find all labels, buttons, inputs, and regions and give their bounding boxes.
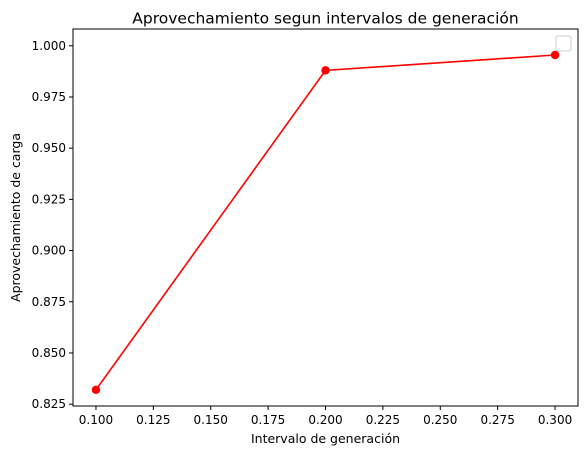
x-tick-label: 0.300 [538,413,572,427]
x-tick-label: 0.125 [136,413,170,427]
x-tick-label: 0.175 [251,413,285,427]
y-tick-label: 0.900 [32,244,66,258]
data-point [91,385,101,395]
y-tick-label: 1.000 [32,39,66,53]
y-tick-label: 0.875 [32,295,66,309]
y-tick-label: 0.850 [32,346,66,360]
x-tick-label: 0.100 [79,413,113,427]
x-tick-label: 0.200 [308,413,342,427]
x-axis: 0.100 0.125 0.150 0.175 0.200 0.225 0.250 0.275… [79,406,572,427]
x-tick-label: 0.250 [423,413,457,427]
y-axis: 0.825 0.850 0.875 0.900 0.925 0.950 0.975 1.000 [32,39,73,411]
chart-title: Aprovechamiento segun intervalos de gene… [132,10,518,28]
series-layer [91,50,560,395]
y-axis-label: Aprovechamiento de carga [8,133,23,302]
y-tick-label: 0.925 [32,192,66,206]
x-tick-label: 0.225 [366,413,400,427]
plot-area [72,28,579,407]
y-tick-label: 0.825 [32,397,66,411]
plot-frame [72,28,579,407]
data-point [321,66,330,75]
legend [555,35,572,52]
legend-box [555,35,572,52]
x-tick-label: 0.150 [194,413,228,427]
x-axis-label: Intervalo de generación [251,431,400,446]
y-tick-label: 0.975 [32,90,66,104]
y-tick-label: 0.950 [32,141,66,155]
x-tick-label: 0.275 [480,413,514,427]
series-line [95,54,556,391]
data-point [550,50,560,60]
